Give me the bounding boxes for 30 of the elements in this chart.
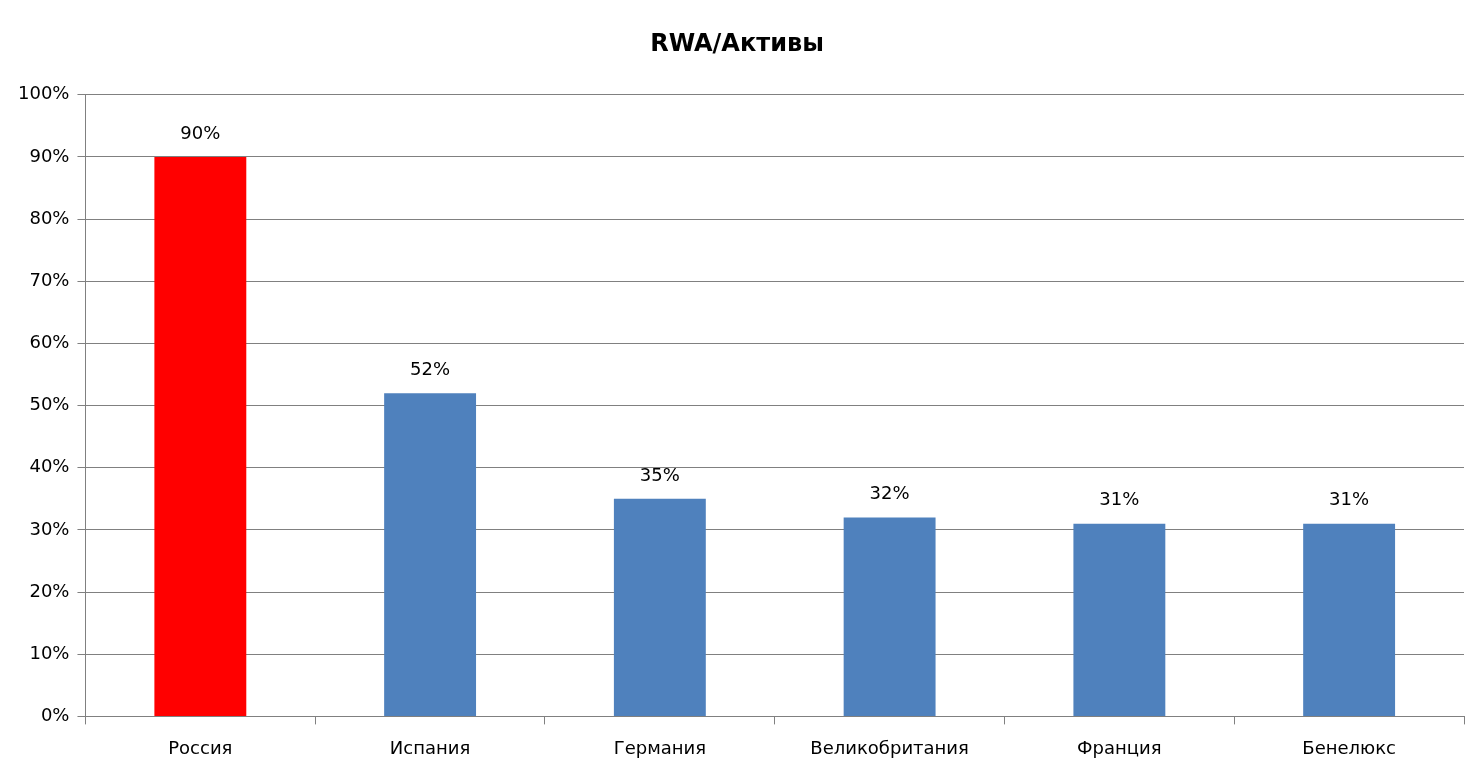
y-tick-label: 0% bbox=[40, 704, 70, 726]
bar bbox=[384, 393, 477, 716]
y-tick-label: 20% bbox=[29, 579, 70, 601]
y-tick-label: 60% bbox=[29, 331, 70, 353]
y-tick-label: 30% bbox=[29, 517, 70, 539]
x-tick-label: Испания bbox=[389, 736, 471, 758]
data-label: 31% bbox=[1329, 488, 1370, 510]
x-tick-label: Великобритания bbox=[810, 736, 969, 758]
bar bbox=[154, 156, 247, 716]
data-label: 35% bbox=[639, 463, 680, 485]
x-tick-label: Франция bbox=[1077, 736, 1162, 758]
bar bbox=[1073, 523, 1166, 716]
y-tick-label: 70% bbox=[29, 268, 70, 290]
data-label: 52% bbox=[410, 357, 451, 379]
data-label: 32% bbox=[869, 482, 910, 504]
chart-title: RWA/Активы bbox=[650, 28, 824, 57]
bar bbox=[1303, 523, 1396, 716]
x-tick-label: Бенелюкс bbox=[1302, 736, 1396, 758]
y-tick-label: 40% bbox=[29, 455, 70, 477]
y-tick-label: 50% bbox=[29, 393, 70, 415]
x-tick-label: Россия bbox=[168, 736, 233, 758]
x-tick-label: Германия bbox=[613, 736, 707, 758]
bar bbox=[613, 498, 706, 716]
y-tick-label: 100% bbox=[17, 82, 70, 104]
y-tick-label: 90% bbox=[29, 144, 70, 166]
y-tick-label: 10% bbox=[29, 641, 70, 663]
y-tick-label: 80% bbox=[29, 206, 70, 228]
bar bbox=[843, 517, 936, 716]
data-label: 31% bbox=[1099, 488, 1140, 510]
data-label: 90% bbox=[180, 121, 221, 143]
